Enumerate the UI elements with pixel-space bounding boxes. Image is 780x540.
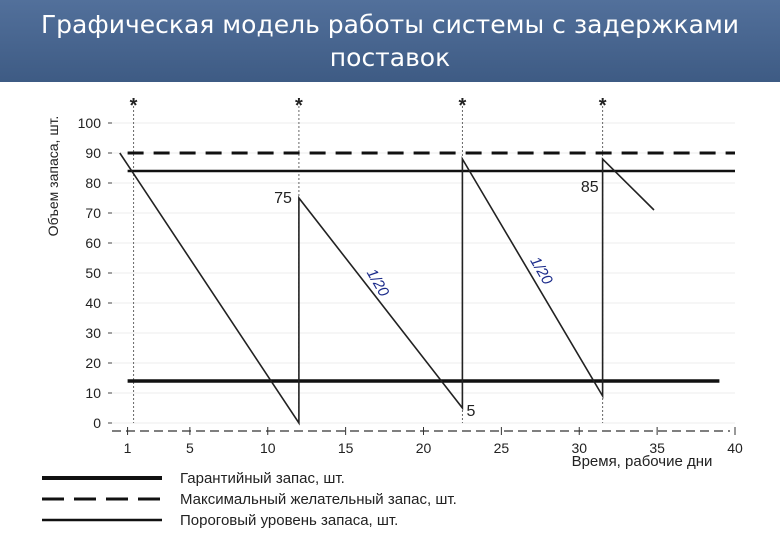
x-tick-label: 1: [124, 440, 132, 456]
y-tick-label: 40: [85, 295, 101, 311]
x-tick-label: 30: [571, 440, 587, 456]
x-tick-label: 5: [186, 440, 194, 456]
y-tick-label: 10: [85, 385, 101, 401]
legend-label: Максимальный желательный запас, шт.: [180, 491, 457, 508]
y-tick-label: 0: [93, 415, 101, 431]
y-tick-label: 50: [85, 265, 101, 281]
legend-label: Пороговый уровень запаса, шт.: [180, 512, 398, 529]
y-axis-ticks: 0 10 20 30 40 50 60 70 80 90 100: [78, 115, 112, 431]
slide-title-line-1: Графическая модель работы системы с заде…: [40, 10, 740, 39]
order-marker-star: *: [130, 95, 138, 117]
annotation-rate: 1/20: [363, 266, 393, 300]
x-tick-label: 40: [727, 440, 743, 456]
legend: Гарантийный запас, шт. Максимальный желат…: [42, 470, 457, 529]
order-marker-star: *: [295, 95, 303, 117]
y-tick-label: 20: [85, 355, 101, 371]
x-tick-label: 15: [338, 440, 354, 456]
y-axis-label: Объем запаса, шт.: [45, 116, 61, 237]
x-tick-label: 20: [416, 440, 432, 456]
y-tick-label: 30: [85, 325, 101, 341]
x-tick-label: 35: [649, 440, 665, 456]
slide-title: Графическая модель работы системы с заде…: [0, 8, 780, 74]
x-tick-label: 25: [494, 440, 510, 456]
y-tick-label: 90: [85, 145, 101, 161]
x-tick-label: 10: [260, 440, 276, 456]
slide-title-line-2: поставок: [329, 43, 451, 72]
annotation-85: 85: [581, 179, 599, 196]
annotation-75: 75: [274, 190, 292, 207]
slide-header: [0, 0, 780, 82]
x-axis-ticks: 1 5 10 15 20 25 30 35 40: [112, 427, 743, 456]
legend-label: Гарантийный запас, шт.: [180, 470, 345, 487]
grid: [112, 122, 735, 424]
order-marker-star: *: [459, 95, 467, 117]
annotation-5: 5: [466, 403, 475, 420]
y-tick-label: 80: [85, 175, 101, 191]
order-marker-star: *: [599, 95, 607, 117]
annotation-rate: 1/20: [526, 254, 556, 288]
y-tick-label: 60: [85, 235, 101, 251]
annotations: 75 5 85 1/20 1/20: [274, 179, 599, 420]
y-tick-label: 100: [78, 115, 102, 131]
series-lines: [119, 151, 735, 426]
x-axis-label: Время, рабочие дни: [572, 453, 713, 470]
series-line-stock: [119, 152, 655, 426]
y-tick-label: 70: [85, 205, 101, 221]
